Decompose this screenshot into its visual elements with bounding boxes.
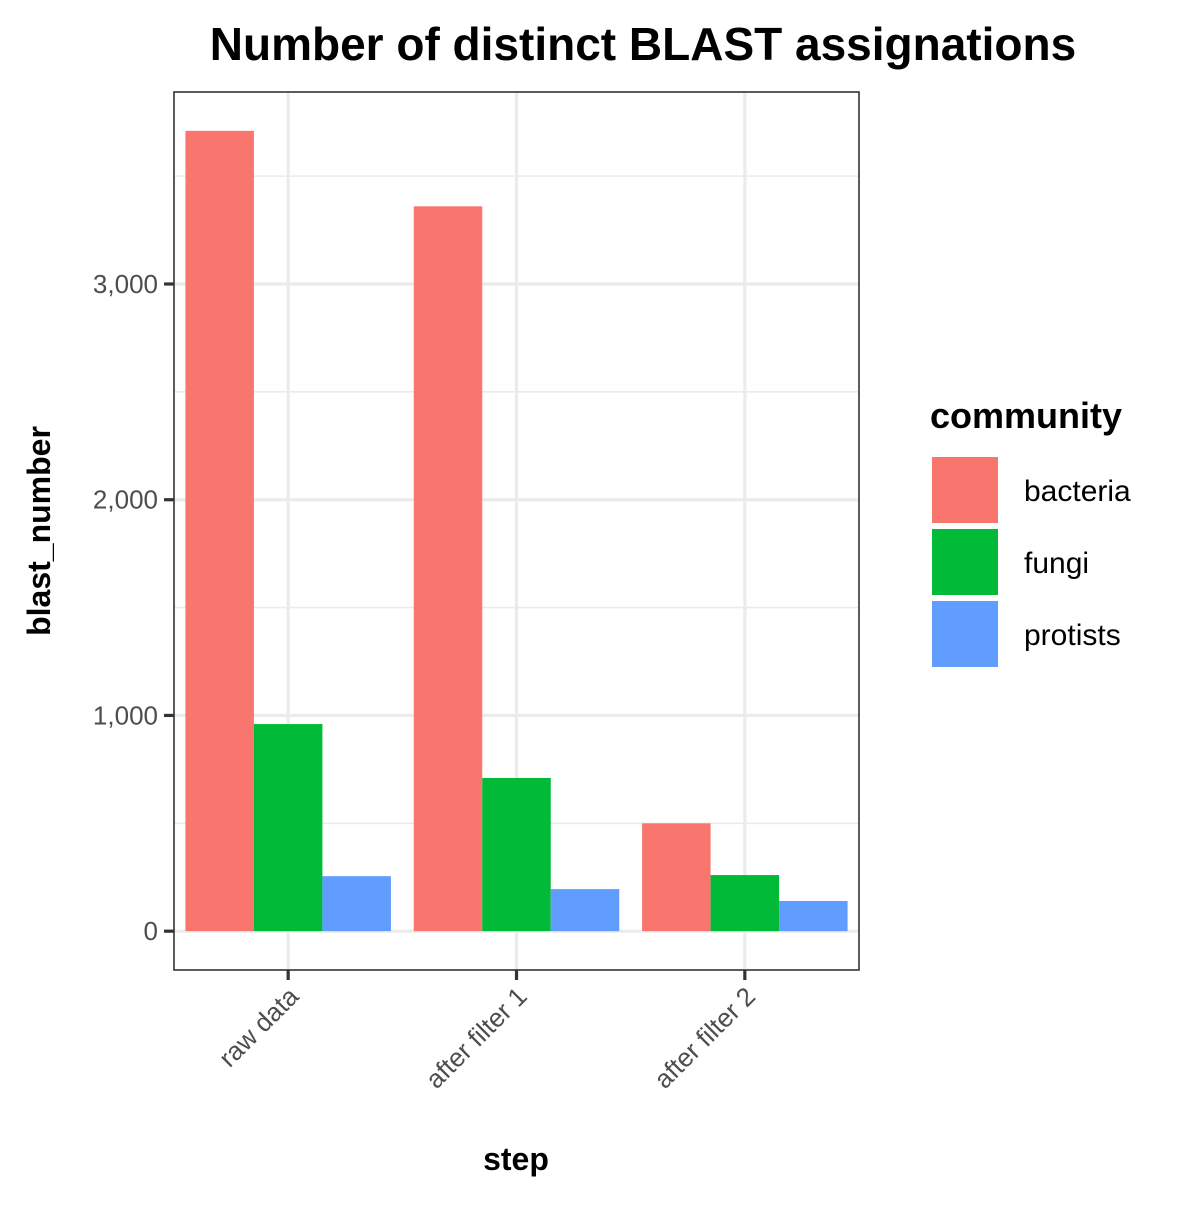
bar-bacteria xyxy=(185,130,254,932)
legend-swatch-fungi xyxy=(932,529,998,595)
y-tick-label: 1,000 xyxy=(93,700,158,730)
bar-bacteria xyxy=(642,823,711,932)
y-tick-label: 0 xyxy=(144,916,158,946)
legend-label-bacteria: bacteria xyxy=(1024,475,1131,508)
bars-layer xyxy=(185,130,848,932)
bar-protists xyxy=(322,876,391,932)
bar-bacteria xyxy=(413,206,483,932)
y-tick-label: 2,000 xyxy=(93,485,158,515)
y-axis-title: blast_number xyxy=(21,426,57,636)
y-axis: 0 1,000 2,000 3,000 xyxy=(93,269,174,946)
bar-protists xyxy=(550,889,620,932)
y-tick-label: 3,000 xyxy=(93,269,158,299)
x-tick-label: after filter 1 xyxy=(420,981,533,1094)
legend-label-protists: protists xyxy=(1024,619,1121,652)
bar-protists xyxy=(779,900,848,932)
legend-label-fungi: fungi xyxy=(1024,547,1089,580)
legend-title: community xyxy=(930,395,1122,436)
x-tick-label: after filter 2 xyxy=(648,981,761,1094)
x-tick-label: raw data xyxy=(213,981,305,1073)
legend-swatch-bacteria xyxy=(932,457,998,523)
x-axis-title: step xyxy=(483,1141,549,1177)
x-axis: raw data after filter 1 after filter 2 xyxy=(213,970,761,1094)
legend-items: bacteria fungi protists xyxy=(932,457,1131,667)
bar-fungi xyxy=(710,875,780,932)
bar-fungi xyxy=(253,724,323,932)
chart-title: Number of distinct BLAST assignations xyxy=(210,18,1076,70)
legend: community bacteria fungi protists xyxy=(930,395,1131,667)
legend-swatch-protists xyxy=(932,601,998,667)
bar-fungi xyxy=(482,778,551,932)
